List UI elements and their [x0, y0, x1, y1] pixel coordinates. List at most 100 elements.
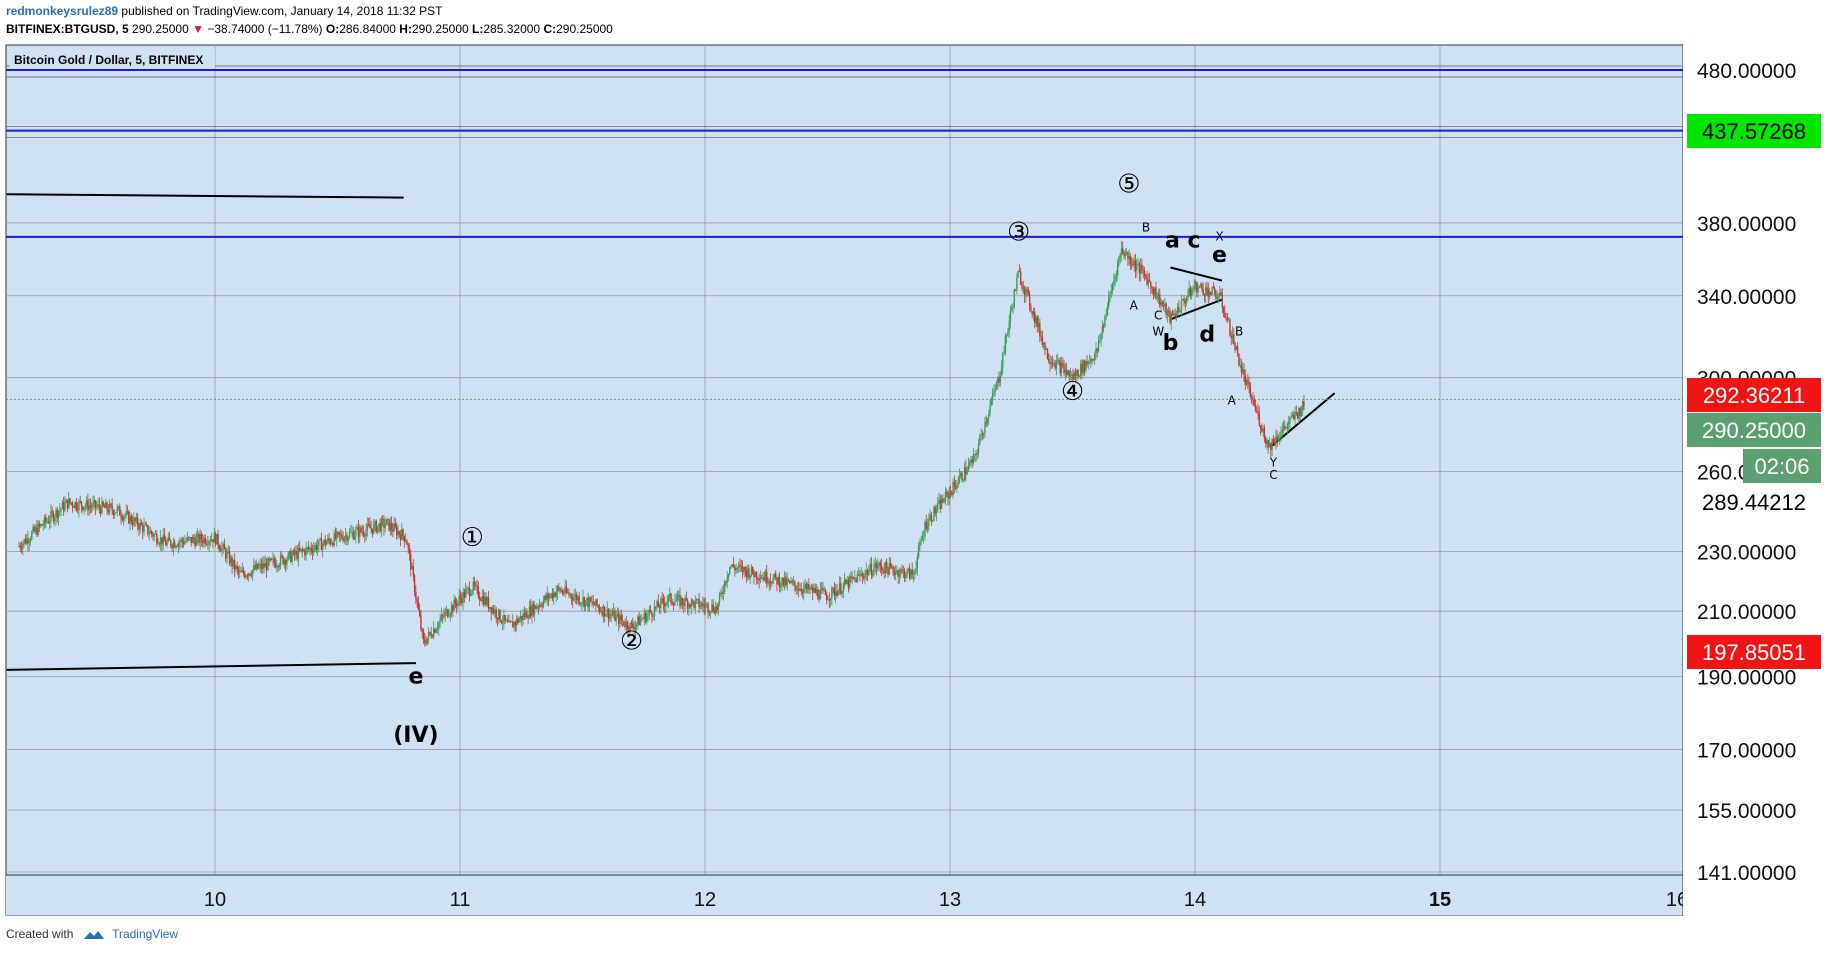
candle	[485, 596, 487, 605]
candle	[1225, 317, 1227, 319]
candle	[556, 586, 559, 593]
candle	[1094, 353, 1096, 361]
candle	[883, 570, 885, 574]
wave-label[interactable]: (IV)	[393, 723, 438, 748]
candle	[309, 547, 311, 550]
wave-label[interactable]: Y	[1269, 455, 1278, 469]
candle	[1281, 430, 1283, 433]
trendline[interactable]	[6, 662, 416, 671]
wave-label[interactable]: ③	[1007, 217, 1030, 247]
candle	[159, 537, 162, 544]
wave-label[interactable]: C	[1269, 468, 1277, 482]
candle	[573, 597, 575, 601]
candle	[443, 615, 445, 617]
candle	[713, 611, 716, 614]
candle	[791, 580, 793, 583]
candle	[191, 537, 194, 544]
author-link[interactable]: redmonkeysrulez89	[6, 4, 119, 18]
candle	[52, 513, 55, 521]
candle	[365, 529, 367, 536]
candle	[179, 542, 181, 543]
candle	[1184, 301, 1187, 304]
candle	[1194, 281, 1197, 288]
wave-label[interactable]: W	[1152, 324, 1164, 338]
candle	[1150, 282, 1152, 288]
wave-label[interactable]: a c	[1165, 229, 1201, 254]
candle	[1190, 289, 1193, 297]
candle	[1216, 297, 1218, 299]
candle	[849, 576, 851, 588]
candle	[605, 614, 607, 617]
candle	[1188, 287, 1190, 296]
candle	[46, 521, 48, 523]
candle	[440, 615, 443, 620]
candle	[985, 422, 987, 424]
candle	[447, 609, 449, 617]
candle	[461, 598, 463, 604]
wave-label[interactable]: B	[1235, 324, 1243, 338]
trendline[interactable]	[6, 193, 404, 199]
y-tick-label: 480.00000	[1697, 60, 1796, 83]
candle	[564, 586, 566, 594]
candle	[522, 613, 524, 621]
candle	[611, 614, 614, 616]
wave-label[interactable]: d	[1199, 323, 1215, 348]
candle	[408, 547, 411, 554]
trendline[interactable]	[1170, 298, 1223, 321]
candle	[286, 559, 288, 565]
trendline[interactable]	[1170, 266, 1223, 282]
candle	[886, 561, 888, 569]
candle	[612, 610, 615, 616]
candle	[1145, 274, 1147, 277]
candle	[829, 598, 832, 601]
candle	[1108, 296, 1110, 307]
wave-label[interactable]: b	[1163, 331, 1179, 356]
candle	[504, 615, 506, 621]
wave-label[interactable]: A	[1130, 298, 1139, 312]
candle	[1258, 413, 1261, 426]
wave-label[interactable]: ⑤	[1117, 170, 1140, 200]
candle	[777, 576, 779, 585]
candle	[505, 620, 508, 621]
candle	[827, 599, 829, 601]
time-axis[interactable]	[6, 875, 1683, 915]
candle	[302, 550, 305, 552]
candle	[653, 606, 656, 617]
wave-label[interactable]: B	[1142, 221, 1150, 235]
candle	[621, 620, 624, 622]
candle	[550, 593, 552, 596]
candle	[786, 579, 788, 585]
candle	[121, 517, 124, 520]
tradingview-link[interactable]: TradingView	[112, 927, 179, 941]
wave-label[interactable]: ①	[461, 523, 484, 553]
wave-label[interactable]: e	[408, 665, 423, 690]
candle	[241, 570, 244, 572]
candle	[24, 539, 27, 544]
candle	[766, 571, 768, 583]
wave-label[interactable]: C	[1154, 308, 1162, 322]
candle	[108, 503, 111, 513]
candle	[1141, 264, 1143, 270]
candle	[832, 587, 834, 589]
candle	[572, 598, 574, 601]
wave-label[interactable]: ④	[1061, 377, 1084, 407]
candle	[877, 566, 879, 569]
candle	[1235, 346, 1238, 350]
candle	[245, 575, 247, 578]
wave-label[interactable]: e	[1212, 243, 1227, 268]
candle	[1215, 293, 1217, 299]
candle	[344, 535, 347, 538]
candle	[772, 577, 774, 584]
candle	[262, 563, 264, 569]
candle	[18, 545, 20, 547]
wave-label[interactable]: A	[1228, 393, 1237, 407]
candle	[988, 413, 990, 418]
candle	[563, 593, 565, 594]
candle	[136, 517, 139, 527]
trendline[interactable]	[1270, 392, 1336, 448]
wave-label[interactable]: ②	[620, 627, 643, 657]
candle	[143, 525, 145, 532]
wave-label[interactable]: X	[1215, 229, 1223, 243]
candle	[743, 566, 745, 573]
